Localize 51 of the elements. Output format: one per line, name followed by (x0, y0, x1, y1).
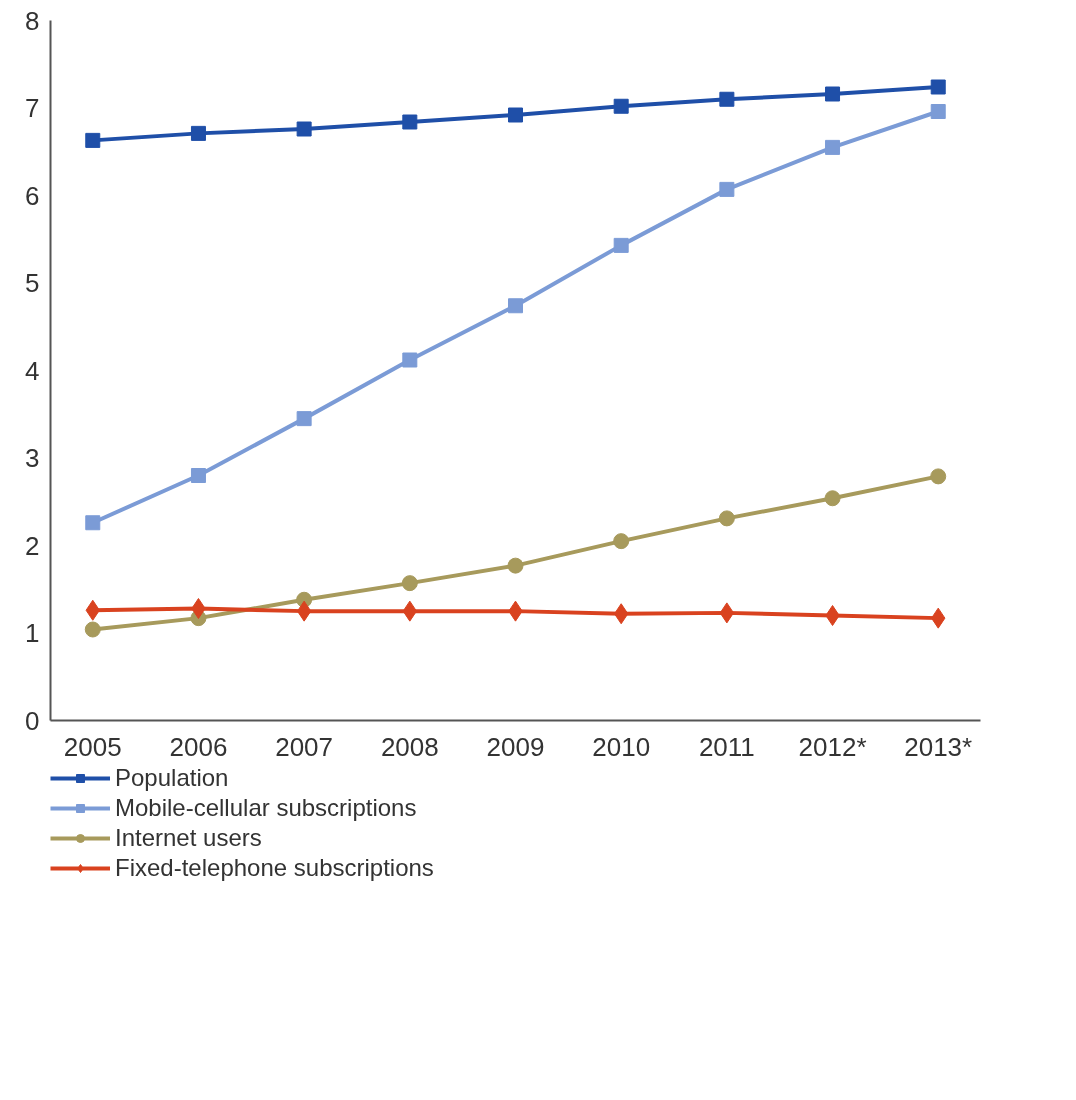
y-tick-label: 2 (25, 530, 40, 561)
x-tick-label: 2008 (380, 731, 439, 762)
y-tick-label: 5 (25, 268, 40, 298)
point (613, 533, 630, 550)
y-tick-label: 8 (25, 5, 40, 36)
point (84, 621, 101, 638)
point (930, 79, 946, 95)
point (825, 86, 841, 102)
y-tick-label: 0 (25, 705, 40, 736)
point (190, 125, 206, 141)
y-tick-label: 1 (25, 618, 40, 648)
point (508, 298, 523, 314)
point (296, 411, 312, 427)
legend-label: Mobile-cellular subscriptions (115, 794, 417, 822)
point (613, 98, 629, 114)
point (825, 605, 840, 626)
point (718, 510, 735, 527)
point (930, 468, 947, 485)
point (824, 490, 841, 507)
point (85, 515, 101, 531)
x-tick-label: 2012* (798, 731, 867, 762)
x-tick-label: 2009 (486, 731, 545, 762)
point (296, 121, 312, 137)
point (190, 468, 206, 483)
point (296, 600, 312, 622)
point (825, 139, 841, 155)
x-tick-label: 2007 (275, 731, 334, 762)
point (719, 602, 735, 624)
legend-label: Fixed-telephone subscriptions (115, 854, 434, 882)
point (402, 352, 418, 368)
x-tick-label: 2010 (592, 731, 651, 762)
point (191, 598, 206, 619)
point (401, 575, 418, 592)
point (402, 114, 418, 130)
point (507, 557, 524, 574)
x-tick-label: 2006 (169, 731, 228, 762)
point (613, 237, 629, 253)
x-tick-label: 2013* (904, 731, 973, 762)
x-tick-label: 2005 (63, 731, 122, 762)
y-tick-label: 7 (25, 93, 40, 123)
y-tick-label: 6 (25, 180, 40, 211)
point (719, 91, 735, 107)
point (85, 132, 101, 148)
x-tick-label: 2011 (698, 731, 755, 762)
y-tick-label: 4 (25, 355, 40, 386)
point (719, 181, 735, 197)
legend-label: Population (115, 764, 229, 792)
y-tick-label: 3 (25, 443, 40, 473)
point (930, 104, 946, 119)
legend-label: Internet users (115, 824, 262, 852)
point (508, 107, 523, 123)
